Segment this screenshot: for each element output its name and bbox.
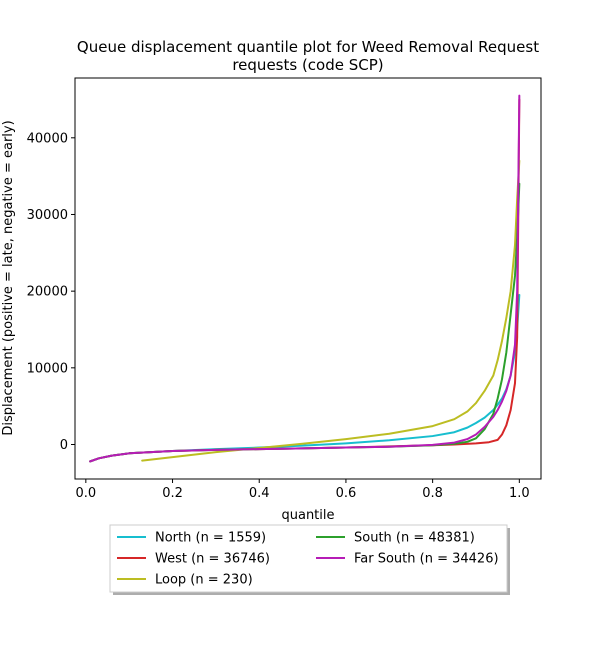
legend-label: West (n = 36746) xyxy=(155,552,270,567)
legend-items: North (n = 1559) West (n = 36746) Loop (n … xyxy=(117,531,499,588)
chart-title: Queue displacement quantile plot for Wee… xyxy=(77,38,539,56)
series-line-4 xyxy=(89,94,521,463)
y-axis-label: Displacement (positive = late, negative … xyxy=(1,120,16,435)
series-line-2 xyxy=(141,159,521,462)
x-axis-ticks: 0.0 0.2 0.4 0.6 0.8 1.0 xyxy=(75,479,530,501)
y-tick-label: 0 xyxy=(60,438,68,453)
x-tick-label: 0.2 xyxy=(162,486,183,501)
y-tick-label: 30000 xyxy=(27,208,68,223)
legend-label: North (n = 1559) xyxy=(155,531,266,546)
x-tick-label: 0.4 xyxy=(249,486,270,501)
x-axis-label: quantile xyxy=(281,508,334,523)
y-axis-ticks: 0 10000 20000 30000 40000 xyxy=(27,131,75,453)
plot-area-frame xyxy=(74,77,542,480)
legend-label: Loop (n = 230) xyxy=(155,573,253,588)
y-tick-label: 10000 xyxy=(27,361,68,376)
x-tick-label: 0.0 xyxy=(75,486,96,501)
legend-label: South (n = 48381) xyxy=(354,531,475,546)
legend-label: Far South (n = 34426) xyxy=(354,552,499,567)
x-tick-label: 0.6 xyxy=(336,486,357,501)
x-tick-label: 0.8 xyxy=(422,486,443,501)
x-tick-label: 1.0 xyxy=(509,486,530,501)
y-tick-label: 40000 xyxy=(27,131,68,146)
legend: North (n = 1559) West (n = 36746) Loop (n … xyxy=(109,524,510,595)
series-lines xyxy=(89,94,521,463)
legend-box xyxy=(109,524,508,593)
chart-subtitle: requests (code SCP) xyxy=(232,56,383,74)
y-tick-label: 20000 xyxy=(27,285,68,300)
